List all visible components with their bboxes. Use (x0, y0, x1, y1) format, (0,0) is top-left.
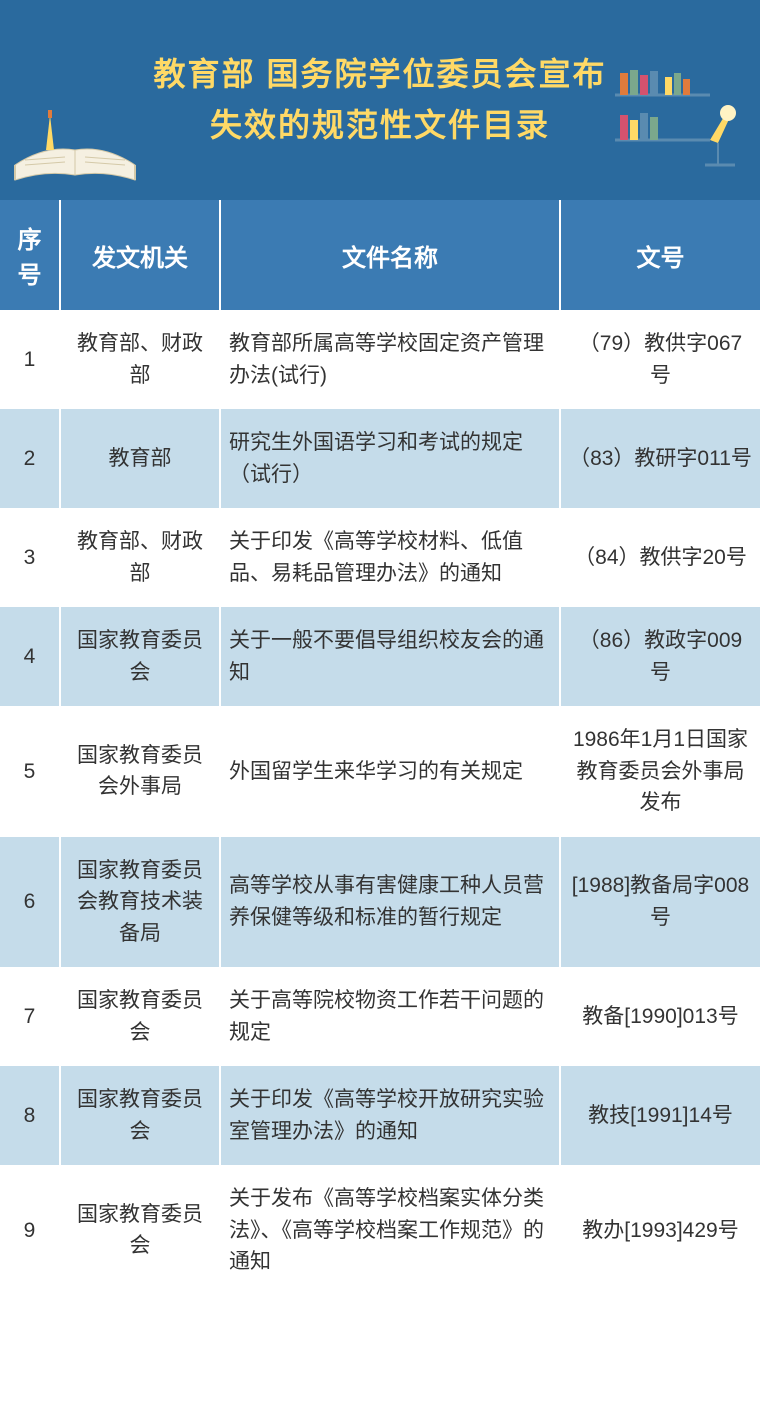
cell-org: 国家教育委员会外事局 (60, 706, 220, 837)
open-book-icon (10, 105, 140, 190)
table-row: 4国家教育委员会关于一般不要倡导组织校友会的通知（86）教政字009号 (0, 607, 760, 706)
cell-org: 教育部 (60, 409, 220, 508)
cell-doc-number: 教备[1990]013号 (560, 967, 760, 1066)
cell-doc-name: 高等学校从事有害健康工种人员营养保健等级和标准的暂行规定 (220, 837, 560, 968)
page-title: 教育部 国务院学位委员会宣布 失效的规范性文件目录 (154, 49, 607, 151)
table-row: 1教育部、财政部教育部所属高等学校固定资产管理办法(试行)（79）教供字067号 (0, 310, 760, 409)
cell-doc-name: 教育部所属高等学校固定资产管理办法(试行) (220, 310, 560, 409)
cell-seq: 3 (0, 508, 60, 607)
cell-doc-name: 关于印发《高等学校材料、低值品、易耗品管理办法》的通知 (220, 508, 560, 607)
cell-seq: 2 (0, 409, 60, 508)
header-banner: 教育部 国务院学位委员会宣布 失效的规范性文件目录 (0, 0, 760, 200)
cell-doc-name: 研究生外国语学习和考试的规定（试行） (220, 409, 560, 508)
col-header-seq: 序号 (0, 200, 60, 310)
cell-org: 国家教育委员会 (60, 967, 220, 1066)
cell-org: 教育部、财政部 (60, 310, 220, 409)
cell-doc-number: （86）教政字009号 (560, 607, 760, 706)
cell-doc-number: （83）教研字011号 (560, 409, 760, 508)
cell-doc-name: 外国留学生来华学习的有关规定 (220, 706, 560, 837)
cell-doc-number: 教技[1991]14号 (560, 1066, 760, 1165)
cell-doc-name: 关于高等院校物资工作若干问题的规定 (220, 967, 560, 1066)
table-row: 5国家教育委员会外事局外国留学生来华学习的有关规定1986年1月1日国家教育委员… (0, 706, 760, 837)
cell-doc-number: [1988]教备局字008号 (560, 837, 760, 968)
cell-org: 国家教育委员会教育技术装备局 (60, 837, 220, 968)
cell-org: 国家教育委员会 (60, 1066, 220, 1165)
title-line-1: 教育部 国务院学位委员会宣布 (154, 49, 607, 100)
cell-doc-number: （79）教供字067号 (560, 310, 760, 409)
cell-doc-number: （84）教供字20号 (560, 508, 760, 607)
title-line-2: 失效的规范性文件目录 (154, 100, 607, 151)
cell-doc-name: 关于印发《高等学校开放研究实验室管理办法》的通知 (220, 1066, 560, 1165)
cell-doc-name: 关于一般不要倡导组织校友会的通知 (220, 607, 560, 706)
cell-org: 国家教育委员会 (60, 607, 220, 706)
table-row: 7国家教育委员会关于高等院校物资工作若干问题的规定教备[1990]013号 (0, 967, 760, 1066)
cell-seq: 9 (0, 1165, 60, 1296)
table-row: 8国家教育委员会关于印发《高等学校开放研究实验室管理办法》的通知教技[1991]… (0, 1066, 760, 1165)
cell-org: 教育部、财政部 (60, 508, 220, 607)
cell-seq: 1 (0, 310, 60, 409)
cell-seq: 8 (0, 1066, 60, 1165)
cell-seq: 5 (0, 706, 60, 837)
table-row: 3教育部、财政部关于印发《高等学校材料、低值品、易耗品管理办法》的通知（84）教… (0, 508, 760, 607)
cell-seq: 4 (0, 607, 60, 706)
col-header-num: 文号 (560, 200, 760, 310)
col-header-name: 文件名称 (220, 200, 560, 310)
table-row: 2教育部研究生外国语学习和考试的规定（试行）（83）教研字011号 (0, 409, 760, 508)
cell-doc-name: 关于发布《高等学校档案实体分类法》、《高等学校档案工作规范》的通知 (220, 1165, 560, 1296)
cell-doc-number: 1986年1月1日国家教育委员会外事局发布 (560, 706, 760, 837)
table-row: 9国家教育委员会关于发布《高等学校档案实体分类法》、《高等学校档案工作规范》的通… (0, 1165, 760, 1296)
cell-org: 国家教育委员会 (60, 1165, 220, 1296)
cell-doc-number: 教办[1993]429号 (560, 1165, 760, 1296)
cell-seq: 6 (0, 837, 60, 968)
table-row: 6国家教育委员会教育技术装备局高等学校从事有害健康工种人员营养保健等级和标准的暂… (0, 837, 760, 968)
bookshelf-icon (610, 65, 750, 180)
documents-table: 序号 发文机关 文件名称 文号 1教育部、财政部教育部所属高等学校固定资产管理办… (0, 200, 760, 1296)
col-header-org: 发文机关 (60, 200, 220, 310)
table-header-row: 序号 发文机关 文件名称 文号 (0, 200, 760, 310)
cell-seq: 7 (0, 967, 60, 1066)
